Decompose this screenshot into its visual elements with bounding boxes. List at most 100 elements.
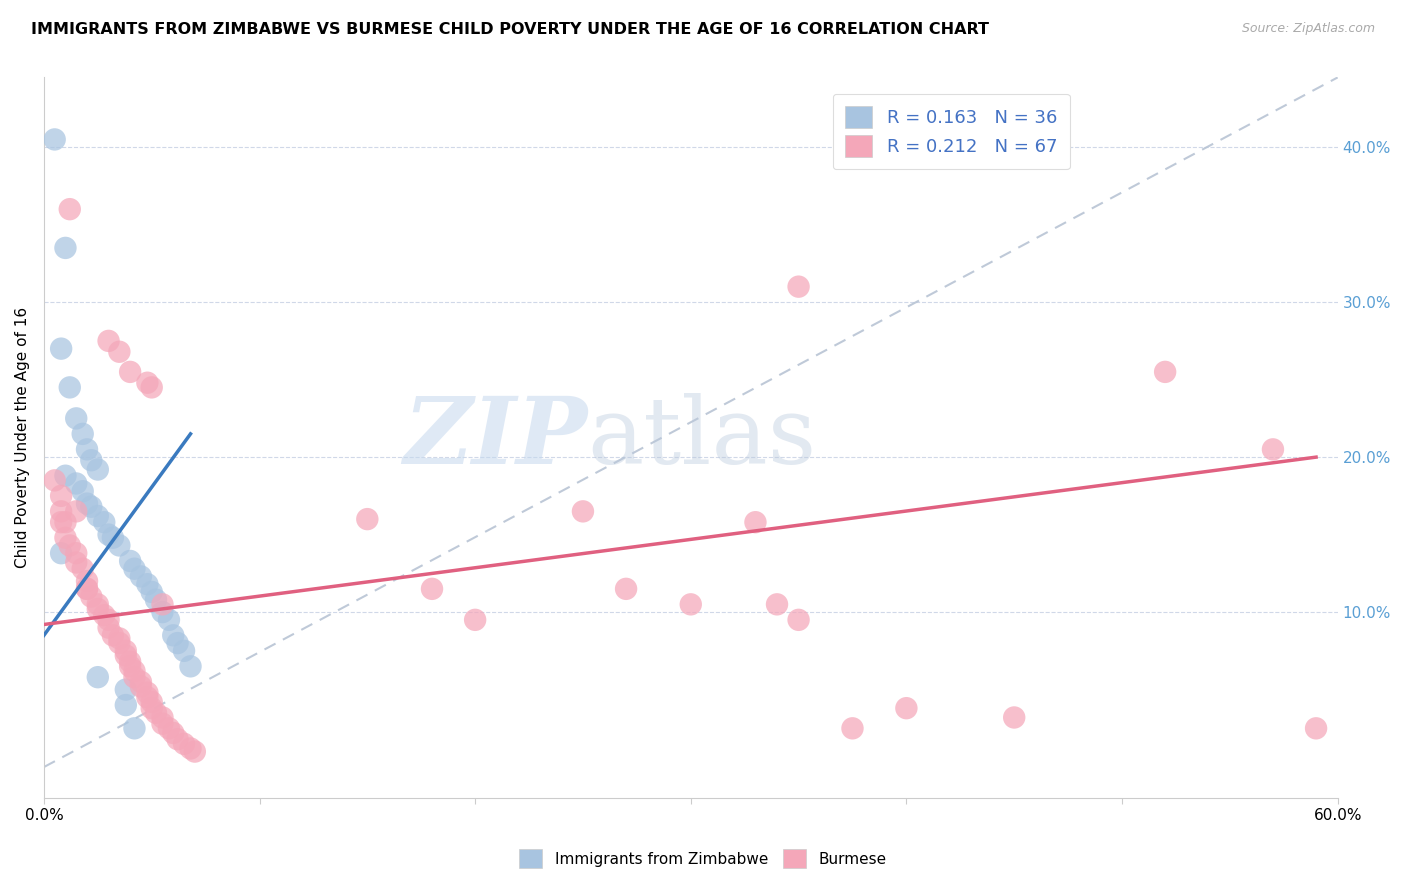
Point	[108, 632, 131, 646]
Point	[572, 504, 595, 518]
Point	[55, 531, 77, 545]
Point	[101, 628, 124, 642]
Point	[93, 515, 115, 529]
Point	[356, 512, 378, 526]
Point	[72, 484, 94, 499]
Point	[65, 411, 87, 425]
Point	[841, 722, 863, 736]
Point	[744, 515, 766, 529]
Point	[59, 380, 82, 394]
Point	[152, 598, 174, 612]
Point	[141, 701, 163, 715]
Point	[65, 546, 87, 560]
Point	[59, 202, 82, 216]
Point	[124, 664, 146, 678]
Point	[49, 515, 72, 529]
Point	[166, 636, 188, 650]
Point	[136, 577, 159, 591]
Point	[97, 621, 120, 635]
Text: atlas: atlas	[588, 392, 817, 483]
Point	[120, 655, 142, 669]
Point	[1261, 442, 1284, 457]
Point	[464, 613, 486, 627]
Point	[420, 582, 443, 596]
Point	[136, 376, 159, 390]
Point	[766, 598, 789, 612]
Point	[787, 279, 810, 293]
Legend: R = 0.163   N = 36, R = 0.212   N = 67: R = 0.163 N = 36, R = 0.212 N = 67	[832, 94, 1070, 169]
Text: Source: ZipAtlas.com: Source: ZipAtlas.com	[1241, 22, 1375, 36]
Point	[162, 628, 184, 642]
Point	[49, 489, 72, 503]
Point	[162, 726, 184, 740]
Point	[1002, 710, 1025, 724]
Point	[136, 690, 159, 705]
Point	[124, 722, 146, 736]
Point	[76, 497, 98, 511]
Point	[76, 582, 98, 596]
Point	[152, 710, 174, 724]
Point	[1154, 365, 1177, 379]
Point	[101, 531, 124, 545]
Point	[173, 644, 195, 658]
Point	[120, 365, 142, 379]
Point	[145, 592, 167, 607]
Point	[114, 682, 136, 697]
Y-axis label: Child Poverty Under the Age of 16: Child Poverty Under the Age of 16	[15, 307, 30, 568]
Point	[114, 648, 136, 663]
Point	[87, 602, 110, 616]
Point	[129, 680, 152, 694]
Point	[72, 426, 94, 441]
Point	[59, 538, 82, 552]
Point	[49, 342, 72, 356]
Point	[97, 527, 120, 541]
Point	[87, 508, 110, 523]
Point	[72, 562, 94, 576]
Point	[108, 636, 131, 650]
Point	[124, 670, 146, 684]
Point	[141, 380, 163, 394]
Point	[44, 474, 66, 488]
Point	[120, 554, 142, 568]
Text: IMMIGRANTS FROM ZIMBABWE VS BURMESE CHILD POVERTY UNDER THE AGE OF 16 CORRELATIO: IMMIGRANTS FROM ZIMBABWE VS BURMESE CHIL…	[31, 22, 988, 37]
Point	[87, 462, 110, 476]
Point	[129, 569, 152, 583]
Point	[80, 453, 103, 467]
Point	[65, 504, 87, 518]
Point	[614, 582, 637, 596]
Point	[120, 659, 142, 673]
Point	[49, 504, 72, 518]
Point	[80, 500, 103, 514]
Point	[145, 706, 167, 720]
Point	[180, 741, 202, 756]
Point	[93, 608, 115, 623]
Text: ZIP: ZIP	[404, 392, 588, 483]
Point	[76, 574, 98, 588]
Point	[76, 582, 98, 596]
Point	[49, 546, 72, 560]
Point	[97, 613, 120, 627]
Legend: Immigrants from Zimbabwe, Burmese: Immigrants from Zimbabwe, Burmese	[512, 841, 894, 875]
Point	[108, 538, 131, 552]
Point	[141, 585, 163, 599]
Point	[114, 644, 136, 658]
Point	[157, 613, 180, 627]
Point	[55, 468, 77, 483]
Point	[114, 698, 136, 712]
Point	[55, 515, 77, 529]
Point	[679, 598, 702, 612]
Point	[787, 613, 810, 627]
Point	[896, 701, 918, 715]
Point	[152, 716, 174, 731]
Point	[157, 722, 180, 736]
Point	[108, 344, 131, 359]
Point	[166, 732, 188, 747]
Point	[173, 737, 195, 751]
Point	[141, 695, 163, 709]
Point	[97, 334, 120, 348]
Point	[76, 442, 98, 457]
Point	[124, 562, 146, 576]
Point	[87, 670, 110, 684]
Point	[136, 686, 159, 700]
Point	[65, 556, 87, 570]
